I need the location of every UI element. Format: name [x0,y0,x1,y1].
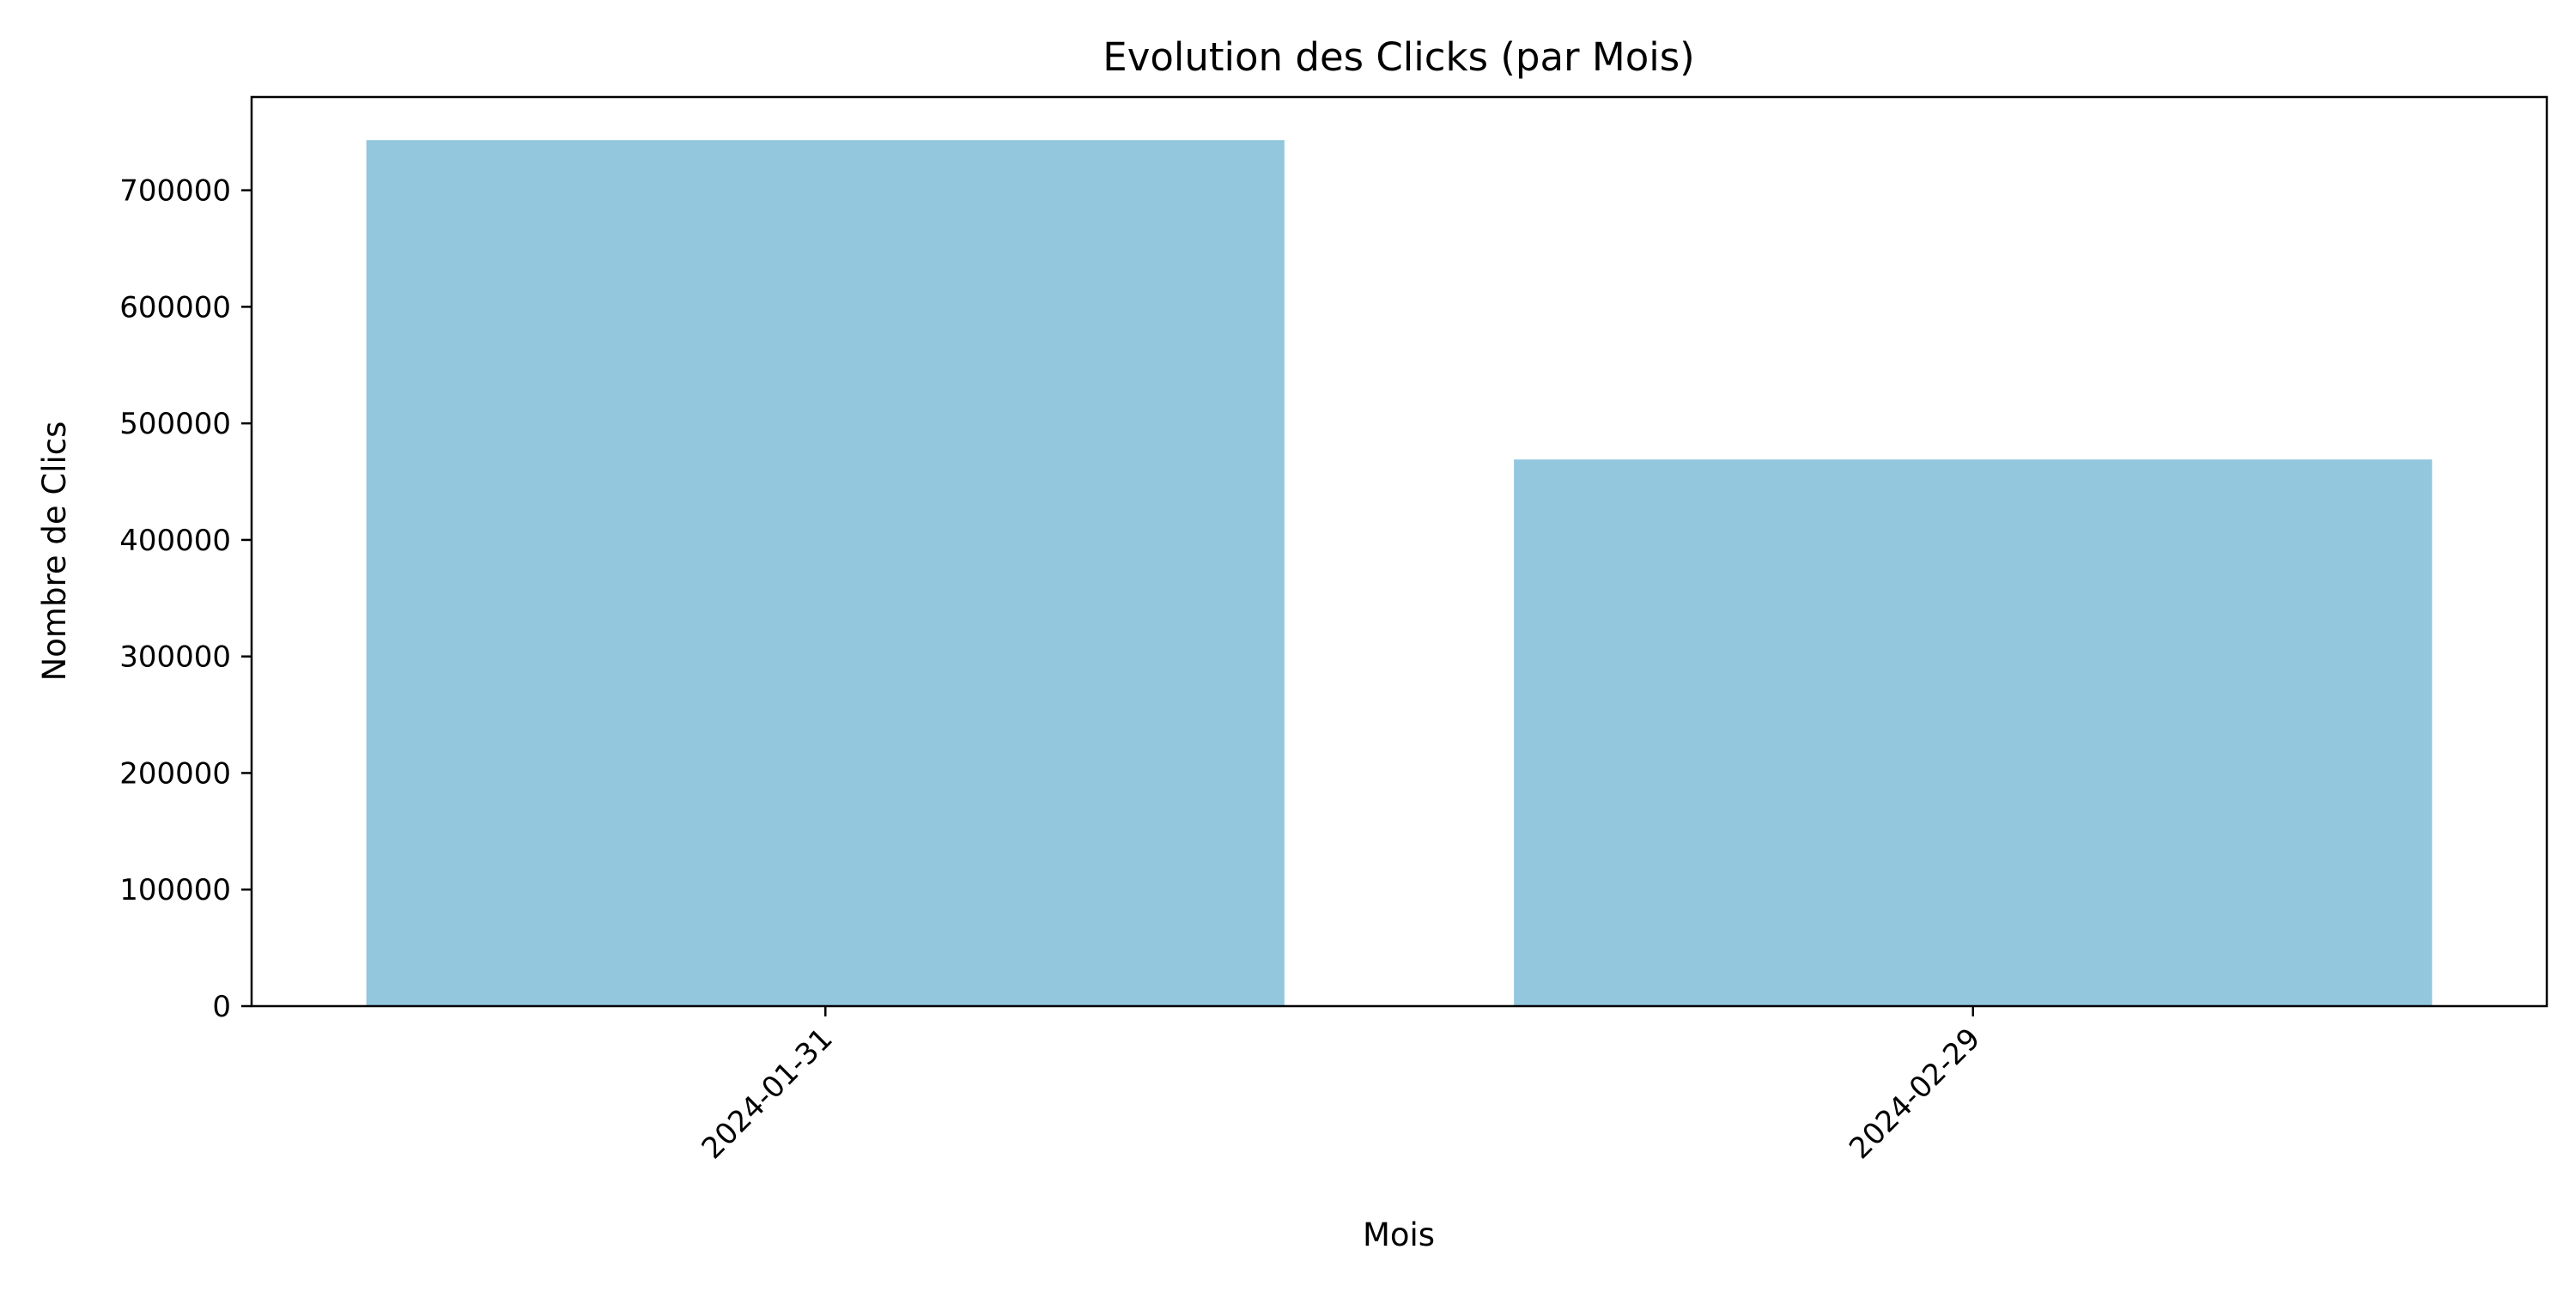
chart-title: Evolution des Clicks (par Mois) [1103,34,1694,80]
y-tick-label: 200000 [119,756,231,791]
y-tick-label: 0 [212,990,231,1024]
plot-frame [250,95,2549,1008]
bar-2024-01-31 [366,140,1285,1006]
y-tick-label: 100000 [119,873,231,907]
y-axis-label: Nombre de Clics [36,422,73,682]
y-tick-label: 700000 [119,174,231,209]
x-axis-label: Mois [1363,1216,1435,1253]
y-tick-label: 300000 [119,640,231,675]
y-tick-label: 500000 [119,407,231,441]
bar-2024-02-29 [1514,459,2433,1006]
y-tick-label: 600000 [119,290,231,325]
bars-layer [366,140,2433,1006]
y-axis-ticks: 0 100000 200000 300000 400000 500000 600000 700… [119,174,252,1024]
y-tick-label: 400000 [119,524,231,558]
